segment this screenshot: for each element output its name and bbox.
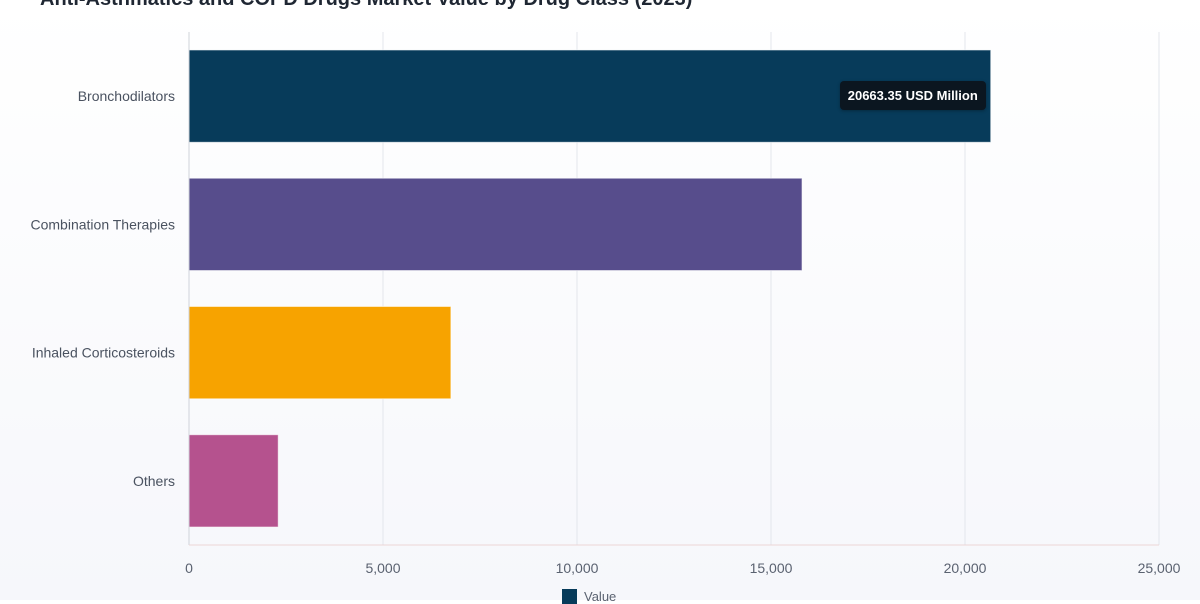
category-label: Combination Therapies bbox=[31, 216, 176, 232]
bar-others[interactable] bbox=[188, 434, 279, 528]
legend-swatch bbox=[562, 589, 577, 604]
x-tick-label: 0 bbox=[185, 560, 193, 576]
category-label: Inhaled Corticosteroids bbox=[32, 345, 175, 361]
legend[interactable]: Value bbox=[562, 589, 616, 604]
category-label: Others bbox=[133, 473, 175, 489]
x-tick-label: 10,000 bbox=[556, 560, 599, 576]
x-tick-label: 25,000 bbox=[1138, 560, 1181, 576]
legend-label: Value bbox=[584, 589, 617, 604]
x-tick-label: 5,000 bbox=[365, 560, 400, 576]
chart-title: Anti-Asthmatics and COPD Drugs Market Va… bbox=[40, 0, 692, 11]
x-tick-label: 15,000 bbox=[750, 560, 793, 576]
bar-inhaled-corticosteroids[interactable] bbox=[188, 305, 452, 400]
x-tick-label: 20,000 bbox=[944, 560, 987, 576]
bar-layer bbox=[188, 49, 992, 528]
category-label: Bronchodilators bbox=[78, 88, 175, 104]
value-tooltip: 20663.35 USD Million bbox=[839, 81, 986, 111]
bar-combination-therapies[interactable] bbox=[188, 177, 803, 272]
axis-layer: 0 5,000 10,000 15,000 20,000 25,000 Bronchodil… bbox=[31, 32, 1181, 576]
